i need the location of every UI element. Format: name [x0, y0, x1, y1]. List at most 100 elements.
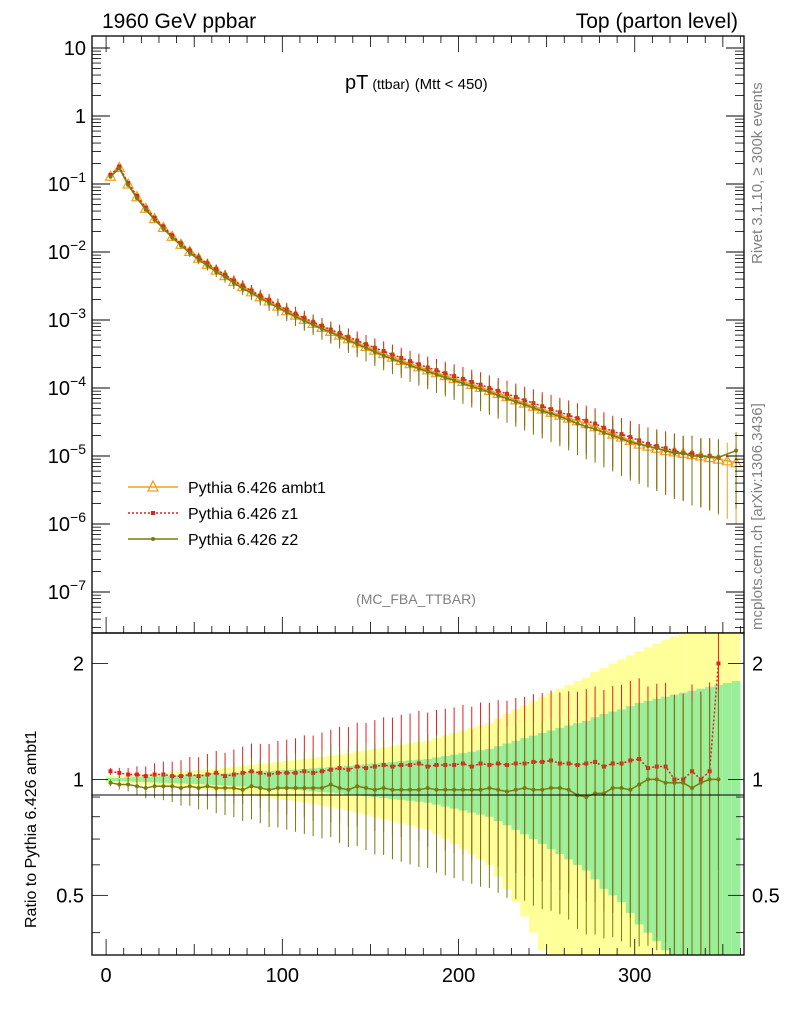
- data-point: [478, 787, 483, 792]
- data-point: [513, 787, 518, 792]
- mcplots-label: mcplots.cern.ch [arXiv:1306.3436]: [749, 403, 766, 630]
- y-tick-base: 10: [48, 242, 70, 264]
- data-point: [637, 782, 642, 787]
- data-point: [319, 326, 324, 331]
- data-point: [540, 408, 545, 413]
- data-point: [152, 772, 157, 777]
- y-tick-exponent: −7: [70, 577, 86, 593]
- data-point: [584, 795, 589, 800]
- data-point: [522, 785, 527, 790]
- data-point: [187, 784, 192, 789]
- data-point: [134, 193, 139, 198]
- data-point: [231, 785, 236, 790]
- ratio-panel-frame: [91, 632, 745, 956]
- data-point: [223, 274, 228, 279]
- data-point: [161, 784, 166, 789]
- title-cut: (Mtt < 450): [415, 76, 488, 93]
- data-point: [240, 286, 245, 291]
- data-point: [328, 330, 333, 335]
- data-point: [364, 785, 369, 790]
- dot-marker-icon: [151, 537, 155, 541]
- data-point: [178, 785, 183, 790]
- data-point: [452, 787, 457, 792]
- data-point: [139, 202, 152, 213]
- data-point: [355, 342, 360, 347]
- series-line: [109, 165, 719, 459]
- data-point: [372, 349, 377, 354]
- ratio-y-tick-label: 0.5: [56, 885, 84, 907]
- data-point: [690, 454, 695, 459]
- plot-title: pT (ttbar) (Mtt < 450): [345, 72, 488, 94]
- y-tick-label: 10−4: [48, 373, 86, 400]
- series-line: [109, 166, 737, 464]
- data-point: [328, 782, 333, 787]
- data-point: [531, 787, 536, 792]
- data-point: [434, 787, 439, 792]
- data-point: [707, 454, 712, 459]
- data-point: [566, 417, 571, 422]
- energy-label: 1960 GeV ppbar: [102, 10, 256, 33]
- data-point: [601, 791, 606, 796]
- data-point: [628, 787, 633, 792]
- data-point: [408, 787, 413, 792]
- data-point: [122, 177, 135, 189]
- data-point: [293, 785, 298, 790]
- data-point: [143, 774, 148, 779]
- data-point: [672, 780, 677, 785]
- y-tick-label: 10−2: [48, 237, 86, 264]
- data-point: [549, 411, 554, 416]
- data-point: [593, 426, 598, 431]
- data-point: [672, 451, 677, 456]
- data-point: [610, 785, 615, 790]
- data-point: [390, 356, 395, 361]
- data-point: [161, 226, 166, 231]
- series-line: [110, 663, 720, 781]
- legend-label-z2: Pythia 6.426 z2: [188, 532, 298, 549]
- data-point: [205, 263, 210, 268]
- data-point: [593, 791, 598, 796]
- data-point: [117, 166, 122, 171]
- data-point: [540, 787, 545, 792]
- ratio-uncertainty-bands: [106, 633, 741, 955]
- data-point: [143, 207, 148, 212]
- data-point: [381, 785, 386, 790]
- y-tick-base: 10: [48, 310, 70, 332]
- data-point: [240, 787, 245, 792]
- data-point: [302, 785, 307, 790]
- data-point: [513, 399, 518, 404]
- legend-label-ambt1: Pythia 6.426 ambt1: [188, 480, 326, 497]
- data-point: [302, 318, 307, 323]
- y-tick-exponent: −1: [70, 169, 86, 185]
- data-point: [663, 448, 668, 453]
- data-point: [364, 345, 369, 350]
- data-point: [408, 363, 413, 368]
- data-point: [645, 444, 650, 449]
- data-point: [460, 381, 465, 386]
- data-point: [399, 360, 404, 365]
- data-point: [443, 375, 448, 380]
- ratio-y-axis: 0.5 0.5 1 1 2 2: [56, 653, 780, 934]
- data-point: [152, 217, 157, 222]
- data-point: [143, 205, 148, 210]
- ratio-y-tick-label-right: 0.5: [752, 885, 780, 907]
- triangle-marker-icon: [146, 479, 160, 492]
- data-point: [178, 243, 183, 248]
- y-tick-label: 10: [64, 38, 86, 60]
- data-point: [654, 446, 659, 451]
- analysis-id-label: (MC_FBA_TTBAR): [356, 591, 476, 607]
- data-point: [531, 405, 536, 410]
- data-point: [170, 784, 175, 789]
- data-point: [557, 785, 562, 790]
- data-point: [293, 314, 298, 319]
- rivet-version-label: Rivet 3.1.10, ≥ 300k events: [749, 82, 766, 264]
- data-point: [522, 402, 527, 407]
- data-point: [734, 448, 739, 453]
- data-point: [126, 782, 131, 787]
- x-tick-label: 100: [266, 965, 299, 987]
- data-point: [231, 281, 236, 286]
- data-point: [496, 393, 501, 398]
- data-point: [716, 455, 721, 460]
- y-tick-base: 10: [48, 446, 70, 468]
- ratio-y-tick-label-right: 2: [752, 653, 763, 675]
